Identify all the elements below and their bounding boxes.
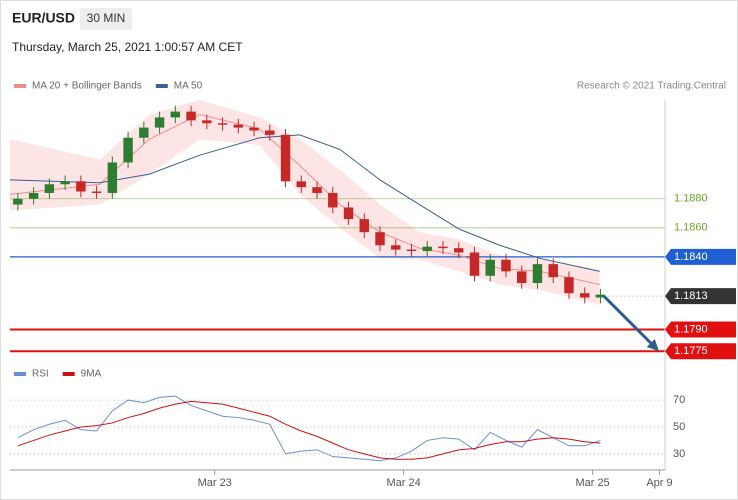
y-tick-label: 30 (673, 448, 685, 460)
level-label: 1.1813 (674, 290, 708, 302)
ma-line (9, 113, 600, 285)
candle-body (60, 181, 70, 185)
candle-body (564, 277, 574, 294)
legend-swatch (155, 84, 168, 88)
forecast-arrow (603, 295, 655, 347)
candle-body (516, 271, 527, 284)
candle-body (328, 192, 338, 208)
rsi-line (17, 400, 601, 460)
legend-label: 9MA (81, 369, 102, 380)
candle-body (186, 111, 196, 121)
candle-body (202, 120, 212, 124)
candle-body (501, 259, 511, 272)
candle-body (312, 187, 322, 193)
candle-body (107, 162, 118, 193)
candle-body (438, 246, 448, 249)
y-tick-label: 70 (673, 394, 685, 406)
level-label-box (665, 343, 736, 360)
candle-body (532, 264, 543, 284)
legend-swatch (14, 372, 26, 376)
level-label: 1.1840 (674, 251, 708, 263)
ma-line (9, 134, 600, 272)
candle-body (91, 191, 102, 193)
arrow-head (646, 339, 659, 352)
candle-body (296, 181, 307, 188)
x-tick-label: Mar 23 (198, 477, 232, 489)
candle-body (44, 184, 55, 193)
y-tick-label: 50 (673, 421, 685, 433)
rsi-line (17, 395, 601, 462)
candle-body (359, 219, 369, 233)
candle-body (233, 124, 244, 128)
level-label: 1.1775 (674, 345, 708, 357)
candle-body (595, 294, 606, 298)
candle-body (139, 127, 149, 138)
candle-body (343, 207, 354, 220)
candle-body (454, 248, 464, 253)
legend-swatch (14, 84, 26, 88)
level-label: 1.1790 (674, 323, 708, 335)
candle-body (170, 111, 181, 118)
chart-title: EUR/USD (12, 10, 75, 26)
legend-swatch (62, 372, 75, 376)
candle-body (154, 117, 165, 128)
candle-body (469, 252, 480, 276)
candle-body (13, 198, 23, 205)
x-tick-label: Mar 24 (387, 477, 421, 489)
candle-body (76, 181, 86, 192)
candle-body (123, 137, 133, 163)
legend-label: MA 20 + Bollinger Bands (32, 81, 142, 92)
level-label-box (665, 288, 736, 305)
candle-body (422, 246, 432, 252)
candle-body (249, 127, 259, 131)
level-label: 1.1880 (674, 193, 708, 205)
subtitle: Thursday, March 25, 2021 1:00:57 AM CET (12, 40, 243, 54)
candle-body (579, 293, 590, 298)
legend-label: RSI (32, 369, 49, 380)
x-tick-label: Apr 9 (646, 477, 672, 489)
timeframe-box (80, 8, 132, 30)
timeframe: 30 MIN (87, 11, 126, 25)
candle-body (485, 259, 495, 276)
legend-label: MA 50 (174, 81, 203, 92)
candle-body (28, 192, 39, 199)
level-label: 1.1860 (674, 222, 708, 234)
candle-body (391, 245, 401, 250)
level-label-box (665, 321, 736, 338)
candle-body (265, 130, 275, 135)
candle-body (406, 249, 417, 252)
candle-body (280, 134, 291, 182)
x-tick-label: Mar 25 (575, 477, 609, 489)
candle-body (548, 264, 558, 278)
attribution: Research © 2021 Trading.Central (577, 81, 726, 92)
level-label-box (665, 248, 736, 265)
candle-body (375, 232, 385, 246)
candle-body (217, 123, 228, 125)
